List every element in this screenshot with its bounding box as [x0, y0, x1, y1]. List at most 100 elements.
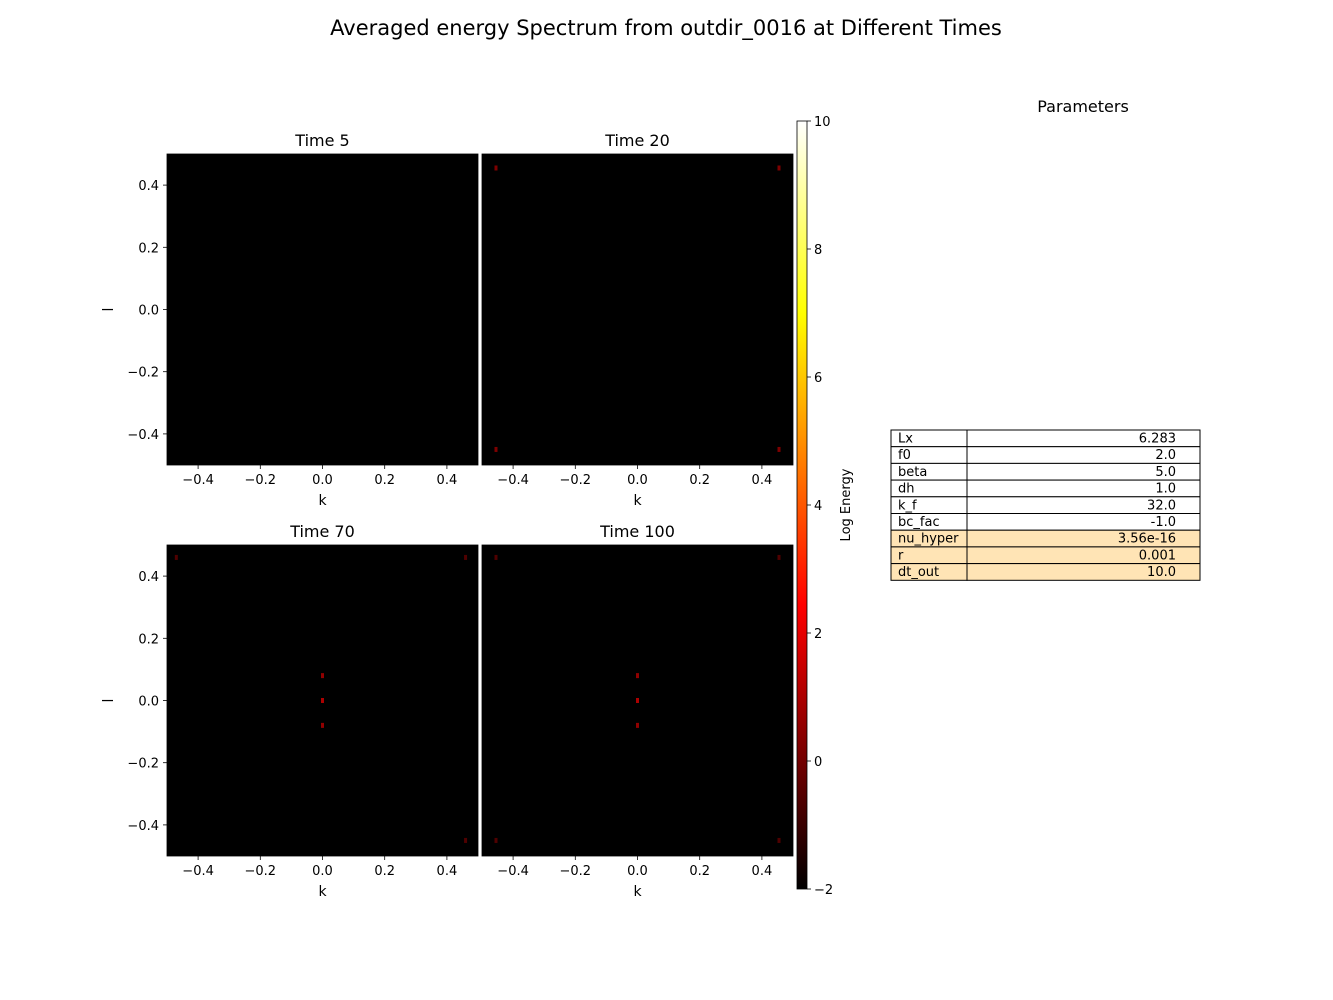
x-tick-label: 0.4 [752, 864, 773, 879]
y-tick-label: −0.2 [127, 757, 159, 772]
x-tick-label: −0.2 [245, 473, 277, 488]
heatmap-cell [321, 722, 324, 728]
heatmap-cell [464, 837, 468, 843]
colorbar-tick-label: 6 [814, 371, 822, 386]
figure-title: Averaged energy Spectrum from outdir_001… [330, 16, 1002, 41]
heatmap-cell [494, 165, 498, 171]
heatmap-cell [777, 165, 781, 171]
table-row: dh 1.0 [890, 479, 1201, 498]
table-row: beta 5.0 [890, 462, 1201, 481]
table-cell [966, 563, 1201, 581]
x-tick-label: 0.2 [689, 864, 710, 879]
heatmap-cell [636, 722, 639, 728]
param-name: dt_out [898, 565, 939, 580]
axes-frame [481, 153, 794, 466]
y-tick-label: −0.4 [127, 428, 159, 443]
y-tick-label: 0.4 [138, 179, 159, 194]
x-tick-label: 0.0 [312, 473, 333, 488]
x-tick-label: 0.4 [752, 473, 773, 488]
x-axis-label: k [318, 884, 327, 900]
y-tick-label: −0.4 [127, 819, 159, 834]
x-tick-label: 0.2 [689, 473, 710, 488]
x-tick-label: −0.2 [560, 864, 592, 879]
heatmap-cell [636, 698, 639, 703]
x-tick-label: 0.4 [437, 473, 458, 488]
colorbar-label: Log Energy [839, 468, 854, 541]
param-value: 32.0 [1147, 498, 1176, 513]
param-value: 0.001 [1139, 548, 1176, 563]
x-tick-label: 0.0 [627, 864, 648, 879]
x-tick-label: −0.4 [497, 864, 529, 879]
x-tick-label: 0.0 [627, 473, 648, 488]
panel-title: Time 5 [294, 131, 349, 150]
table-row: dt_out 10.0 [890, 563, 1201, 581]
param-name: dh [898, 482, 915, 497]
x-tick-label: 0.4 [437, 864, 458, 879]
param-value: 6.283 [1139, 432, 1176, 447]
heatmap-cell [777, 446, 781, 452]
param-name: k_f [898, 498, 917, 513]
table-row: bc_fac -1.0 [890, 513, 1201, 531]
colorbar-tick-label: 4 [814, 499, 822, 514]
heatmap-cell [494, 837, 498, 843]
heatmap-cell [321, 673, 324, 679]
heatmap-cell [174, 554, 178, 560]
param-value: 10.0 [1147, 565, 1176, 580]
table-row: r 0.001 [890, 546, 1201, 565]
x-tick-label: 0.2 [374, 864, 395, 879]
heatmap-cell [494, 446, 498, 452]
heatmap-panel: Time 70 −0.4 −0.2 0.0 0.2 0.4 k −0.4 −0.2 0.0 0.2 0… [101, 522, 479, 900]
heatmap-panels: Time 5 −0.4 −0.2 0.0 0.2 0.4 k −0.4 −0.2 0.0 0.2 0.… [101, 131, 794, 900]
panel-title: Time 100 [599, 522, 675, 541]
y-axis-label: l [101, 308, 117, 312]
panel-title: Time 20 [604, 131, 670, 150]
heatmap-cell [321, 698, 324, 703]
table-title: Parameters [1037, 97, 1129, 116]
x-axis-label: k [633, 884, 642, 900]
table-row: f0 2.0 [890, 446, 1201, 464]
x-tick-label: −0.2 [560, 473, 592, 488]
x-tick-label: −0.4 [182, 864, 214, 879]
x-axis-label: k [633, 493, 642, 509]
y-tick-label: 0.0 [138, 304, 159, 319]
heatmap-cell [494, 554, 498, 560]
y-tick-label: 0.2 [138, 241, 159, 256]
colorbar-tick-label: 0 [814, 755, 822, 770]
table-row: nu_hyper 3.56e-16 [890, 529, 1201, 548]
axes-frame [166, 153, 479, 466]
y-axis-label: l [101, 699, 117, 703]
heatmap-panel: Time 20 −0.4 −0.2 0.0 0.2 0.4 k [481, 131, 794, 509]
heatmap-background [482, 154, 793, 465]
param-name: r [898, 548, 904, 563]
heatmap-cell [777, 554, 781, 560]
table-row: k_f 32.0 [890, 496, 1201, 514]
x-axis-label: k [318, 493, 327, 509]
colorbar-tick-label: −2 [814, 883, 833, 898]
colorbar-tick-label: 10 [814, 115, 831, 130]
parameters-table: Parameters Lx 6.283 f0 2.0 beta 5.0 dh 1.0 k_f 32.… [890, 97, 1201, 581]
param-value: 5.0 [1155, 465, 1176, 480]
heatmap-panel: Time 5 −0.4 −0.2 0.0 0.2 0.4 k −0.4 −0.2 0.0 0.2 0.… [101, 131, 479, 509]
param-value: 3.56e-16 [1118, 532, 1176, 547]
heatmap-background [167, 154, 478, 465]
axes-frame [481, 544, 794, 857]
x-tick-label: 0.0 [312, 864, 333, 879]
y-tick-label: 0.4 [138, 570, 159, 585]
panel-title: Time 70 [289, 522, 355, 541]
x-tick-label: −0.4 [497, 473, 529, 488]
colorbar-tick-label: 8 [814, 243, 822, 258]
y-tick-label: −0.2 [127, 366, 159, 381]
y-tick-label: 0.0 [138, 695, 159, 710]
x-tick-label: −0.2 [245, 864, 277, 879]
param-value: 1.0 [1155, 482, 1176, 497]
param-name: f0 [898, 448, 911, 463]
table-row: Lx 6.283 [890, 429, 1201, 448]
heatmap-panel: Time 100 −0.4 −0.2 0.0 0.2 0.4 k [481, 522, 794, 900]
param-name: beta [898, 465, 927, 480]
param-value: -1.0 [1151, 515, 1176, 530]
colorbar: −2 0 2 4 6 8 10 Log Energy [796, 115, 854, 898]
y-tick-label: 0.2 [138, 632, 159, 647]
heatmap-cell [464, 554, 468, 560]
colorbar-tick-label: 2 [814, 627, 822, 642]
